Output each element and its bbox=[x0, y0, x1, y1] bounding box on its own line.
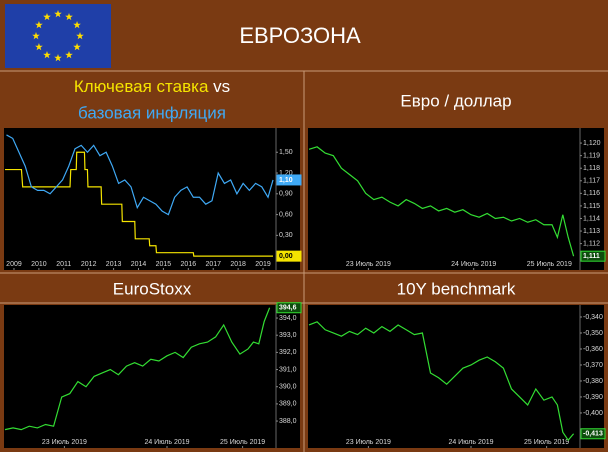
plot-background bbox=[4, 128, 300, 270]
x-tick-label: 24 Июль 2019 bbox=[451, 261, 496, 268]
y-tick-label: 394,0 bbox=[279, 315, 297, 322]
series-line bbox=[6, 134, 274, 216]
flag-stars bbox=[32, 10, 84, 62]
last-value-box bbox=[276, 174, 302, 186]
series-line bbox=[4, 307, 271, 431]
star bbox=[73, 43, 81, 51]
star bbox=[35, 43, 43, 51]
title-part: Ключевая ставка bbox=[74, 77, 209, 96]
panel-title: Ключевая ставка vs bbox=[74, 77, 230, 96]
star bbox=[43, 51, 51, 59]
last-value-label: 1,10 bbox=[279, 177, 293, 184]
y-tick-label: 0,90 bbox=[279, 191, 293, 198]
y-tick-label: 1,118 bbox=[583, 165, 600, 172]
y-tick-label: 1,20 bbox=[279, 170, 293, 177]
x-tick-label: 24 Июль 2019 bbox=[144, 439, 189, 446]
last-value-label: -0,413 bbox=[583, 431, 603, 438]
x-tick-label: 2018 bbox=[230, 261, 246, 268]
panel-title: базовая инфляция bbox=[78, 103, 226, 122]
x-tick-label: 25 Июль 2019 bbox=[527, 261, 572, 268]
x-tick-label: 2010 bbox=[31, 261, 47, 268]
last-value-label: 0,00 bbox=[279, 253, 293, 260]
plot-background bbox=[308, 305, 604, 448]
y-tick-label: 0,30 bbox=[279, 232, 293, 239]
star bbox=[35, 21, 43, 29]
panel-title: 10Y benchmark bbox=[397, 279, 516, 298]
y-tick-label: 1,112 bbox=[583, 240, 600, 247]
y-tick-label: 1,116 bbox=[583, 190, 600, 197]
x-tick-label: 2012 bbox=[81, 261, 97, 268]
x-tick-label: 2014 bbox=[131, 261, 147, 268]
y-tick-label: -0,400 bbox=[583, 410, 603, 417]
y-tick-label: 1,113 bbox=[583, 228, 600, 235]
title-part: vs bbox=[213, 77, 230, 96]
y-tick-label: 1,114 bbox=[583, 215, 600, 222]
last-value-box bbox=[276, 302, 302, 314]
star bbox=[54, 10, 62, 18]
x-tick-label: 2017 bbox=[205, 261, 221, 268]
x-tick-label: 23 Июль 2019 bbox=[346, 439, 391, 446]
panel-title: EuroStoxx bbox=[113, 279, 192, 298]
plot-background bbox=[308, 128, 604, 270]
star bbox=[54, 54, 62, 62]
y-tick-label: -0,360 bbox=[583, 346, 603, 353]
star bbox=[65, 51, 73, 59]
star bbox=[76, 32, 84, 40]
y-tick-label: 1,115 bbox=[583, 203, 600, 210]
x-tick-label: 2019 bbox=[255, 261, 271, 268]
x-tick-label: 25 Июль 2019 bbox=[524, 439, 569, 446]
y-tick-label: 1,117 bbox=[583, 178, 600, 185]
y-tick-label: -0,370 bbox=[583, 362, 603, 369]
eu-flag bbox=[5, 4, 111, 68]
x-tick-label: 2016 bbox=[181, 261, 197, 268]
x-tick-label: 2009 bbox=[6, 261, 22, 268]
x-tick-label: 2015 bbox=[156, 261, 172, 268]
series-line bbox=[308, 321, 575, 442]
x-tick-label: 25 Июль 2019 bbox=[220, 439, 265, 446]
y-tick-label: -0,390 bbox=[583, 394, 603, 401]
y-tick-label: 389,0 bbox=[279, 401, 297, 408]
dividers bbox=[0, 70, 608, 452]
last-value-box bbox=[580, 428, 606, 440]
last-value-box bbox=[276, 250, 302, 262]
y-tick-label: 0,60 bbox=[279, 211, 293, 218]
plot-background bbox=[4, 305, 300, 448]
series-line bbox=[308, 146, 575, 257]
star bbox=[43, 12, 51, 21]
series-line bbox=[5, 151, 274, 257]
y-tick-label: 391,0 bbox=[279, 366, 297, 373]
y-tick-label: 1,120 bbox=[583, 140, 601, 147]
y-tick-label: -0,350 bbox=[583, 330, 603, 337]
y-tick-label: 1,50 bbox=[279, 149, 293, 156]
y-tick-label: 388,0 bbox=[279, 418, 297, 425]
page-title: ЕВРОЗОНА bbox=[239, 23, 361, 48]
star bbox=[65, 12, 73, 21]
x-tick-label: 2013 bbox=[106, 261, 122, 268]
star bbox=[73, 21, 81, 29]
panel-title: Евро / доллар bbox=[400, 91, 511, 110]
y-tick-label: 392,0 bbox=[279, 349, 297, 356]
x-tick-label: 2011 bbox=[56, 261, 71, 268]
last-value-label: 394,6 bbox=[279, 305, 297, 312]
y-tick-label: -0,340 bbox=[583, 314, 603, 321]
x-tick-label: 23 Июль 2019 bbox=[42, 439, 87, 446]
y-tick-label: 390,0 bbox=[279, 384, 297, 391]
y-tick-label: 1,119 bbox=[583, 152, 600, 159]
star bbox=[32, 32, 40, 40]
last-value-box bbox=[580, 250, 606, 262]
y-tick-label: -0,380 bbox=[583, 378, 603, 385]
last-value-label: 1,111 bbox=[583, 253, 600, 260]
y-tick-label: 393,0 bbox=[279, 332, 297, 339]
x-tick-label: 23 Июль 2019 bbox=[346, 261, 391, 268]
x-tick-label: 24 Июль 2019 bbox=[448, 439, 493, 446]
